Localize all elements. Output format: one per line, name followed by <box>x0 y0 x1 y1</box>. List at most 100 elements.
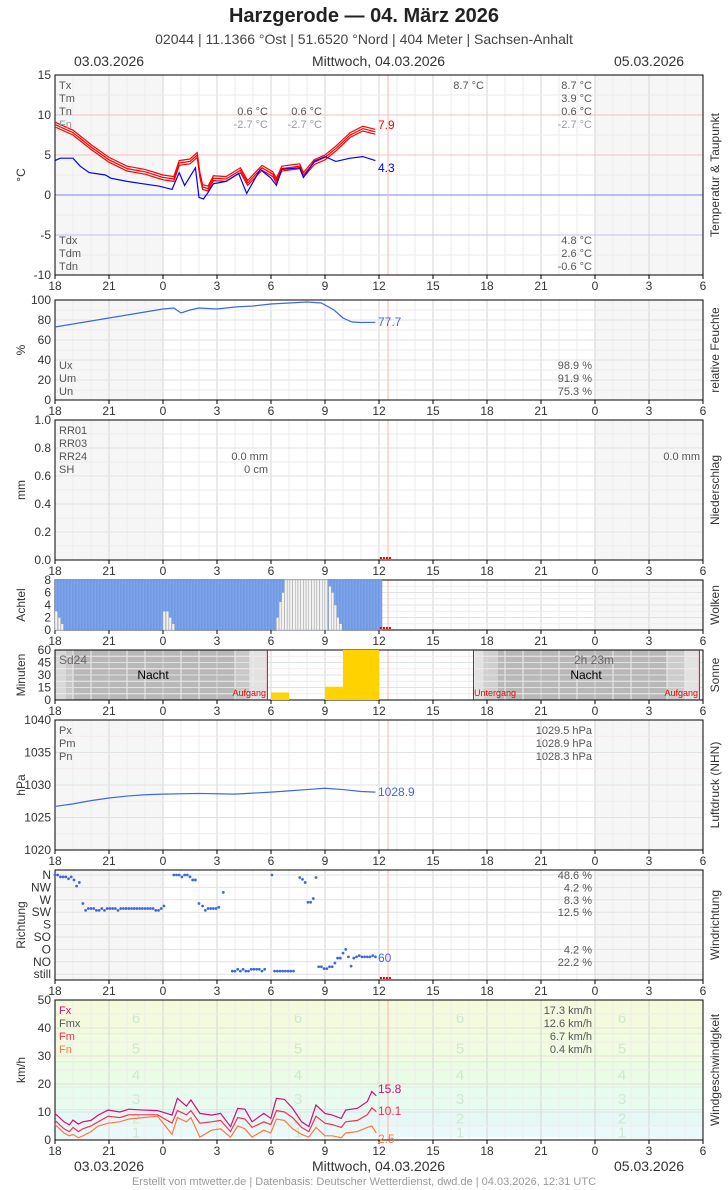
stat-tx-day: 8.7 °C <box>453 80 484 92</box>
cloud-bar <box>159 579 164 631</box>
x-tick-label: 18 <box>480 854 494 868</box>
direction-point <box>309 900 312 904</box>
cloud-bar <box>156 579 161 631</box>
wind-fm-line <box>54 1106 377 1133</box>
direction-point <box>177 873 181 877</box>
x-tick-label: 3 <box>646 854 653 868</box>
direction-point <box>249 967 253 971</box>
direction-point <box>97 908 101 912</box>
cloud-bar <box>120 579 125 631</box>
direction-point <box>270 873 274 877</box>
legend-l3: Fm <box>59 1031 75 1043</box>
x-tick-label: 6 <box>268 704 275 718</box>
clear-sky-bar <box>324 579 328 631</box>
direction-point <box>69 875 73 879</box>
x-tick-label: 0 <box>160 984 167 998</box>
beaufort-number: 4 <box>132 1067 140 1084</box>
x-tick-label: 18 <box>480 984 494 998</box>
direction-tick: still <box>34 967 51 981</box>
x-tick-label: 18 <box>48 984 62 998</box>
direction-point <box>130 907 133 910</box>
clear-sky-bar <box>328 586 332 631</box>
cloud-bar <box>177 579 182 631</box>
stat-fm: 6.7 km/h <box>550 1031 592 1043</box>
x-tick-label: 21 <box>534 854 548 868</box>
direction-point <box>149 907 152 910</box>
legend-l2: Um <box>59 373 76 385</box>
cloud-bar <box>174 579 179 631</box>
direction-point <box>330 965 334 969</box>
direction-point <box>217 905 221 909</box>
clear-sky-bar <box>339 623 343 631</box>
station-info: 02044 | 11.1366 °Ost | 51.6520 °Nord | 4… <box>155 31 573 47</box>
clear-sky-bar <box>314 579 318 631</box>
clear-sky-bar <box>322 579 326 631</box>
beaufort-number: 3 <box>132 1091 140 1108</box>
x-tick-label: 21 <box>102 564 116 578</box>
cloud-bar <box>198 579 203 631</box>
cloud-bar <box>180 579 185 631</box>
stat-tdn: -0.6 °C <box>558 261 592 273</box>
now-marker-dot <box>382 627 385 629</box>
clear-sky-bar <box>292 579 296 631</box>
direction-point <box>311 897 315 900</box>
cloud-bar <box>207 579 212 631</box>
cloud-bar <box>84 579 89 631</box>
clear-sky-bar <box>57 617 61 631</box>
cloud-bar <box>150 579 155 631</box>
panel-title: relative Feuchte <box>708 307 722 393</box>
x-tick-label: 21 <box>534 404 548 418</box>
direction-point <box>135 907 139 910</box>
x-tick-label: 21 <box>534 704 548 718</box>
direction-point <box>301 877 304 881</box>
dewpoint-line <box>54 155 376 200</box>
cloud-bar <box>369 579 374 631</box>
y-tick-label: 4 <box>44 598 51 612</box>
x-tick-label: 3 <box>214 634 221 648</box>
cloud-bar <box>63 579 68 631</box>
y-tick-label: 6 <box>44 586 51 600</box>
direction-point <box>314 876 318 879</box>
sunset-label: Untergang <box>474 688 516 698</box>
clear-sky-bar <box>171 623 175 631</box>
date-right: 05.03.2026 <box>614 53 685 69</box>
direction-point <box>338 956 342 960</box>
now-marker-dot <box>382 557 385 559</box>
current-dewpoint: 4.3 <box>378 161 395 175</box>
panel-title: Wolken <box>708 585 722 625</box>
panel-title: Niederschlag <box>708 455 722 525</box>
y-axis-label: % <box>14 344 28 355</box>
direction-point <box>127 907 131 910</box>
direction-point <box>233 969 237 973</box>
cloud-bar <box>222 579 227 631</box>
x-tick-label: 3 <box>646 634 653 648</box>
beaufort-number: 1 <box>456 1125 464 1142</box>
beaufort-number: 6 <box>456 1010 464 1027</box>
beaufort-number: 3 <box>618 1091 626 1108</box>
x-tick-label: 0 <box>160 404 167 418</box>
y-tick-label: 1020 <box>24 843 51 857</box>
direction-point <box>289 969 293 973</box>
x-tick-label: 15 <box>426 279 440 293</box>
x-tick-label: 18 <box>480 704 494 718</box>
direction-point <box>221 890 225 894</box>
cloud-bar <box>255 579 260 631</box>
date-left-bottom: 03.03.2026 <box>74 1158 145 1174</box>
beaufort-number: 1 <box>132 1125 140 1142</box>
x-tick-label: 0 <box>160 634 167 648</box>
stat-tm: 3.9 °C <box>561 93 592 105</box>
x-tick-label: 9 <box>322 634 329 648</box>
direction-point <box>64 875 68 879</box>
humidity-line <box>54 301 376 328</box>
x-tick-label: 21 <box>102 404 116 418</box>
now-marker-dot <box>379 627 382 629</box>
x-tick-label: 0 <box>160 854 167 868</box>
y-tick-label: 0.0 <box>34 553 51 567</box>
y-tick-label: 60 <box>38 333 52 347</box>
direction-tick: SO <box>34 930 51 944</box>
clear-sky-bar <box>287 579 291 631</box>
direction-point <box>298 876 302 879</box>
direction-point <box>357 954 361 957</box>
x-tick-label: 15 <box>426 1144 440 1158</box>
x-tick-label: 3 <box>214 564 221 578</box>
